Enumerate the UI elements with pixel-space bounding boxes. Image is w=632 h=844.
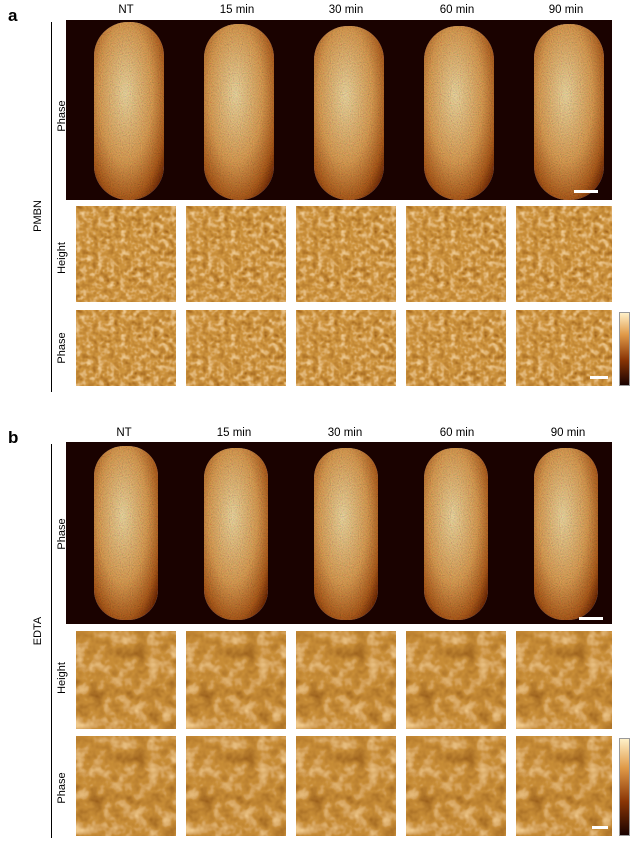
row-label-b-height: Height	[56, 662, 68, 694]
height-tile-b-4	[516, 631, 612, 729]
height-tile-a-0	[76, 206, 176, 302]
panel-letter-b: b	[8, 428, 19, 447]
group-label-pmbn: PMBN	[32, 200, 44, 232]
group-label-edta: EDTA	[32, 616, 44, 646]
colorbar-b	[619, 738, 630, 836]
group-divider-a	[51, 22, 52, 392]
scale-bar-a-top	[574, 190, 598, 193]
group-divider-b	[51, 444, 52, 838]
scale-bar-b-top	[579, 617, 603, 620]
height-tile-b-1	[186, 631, 286, 729]
col-header-b-2: 30 min	[327, 427, 363, 439]
colorbar-a	[619, 312, 630, 386]
col-header-a-2: 30 min	[328, 4, 364, 16]
col-header-a-1: 15 min	[219, 4, 255, 16]
col-header-a-3: 60 min	[439, 4, 475, 16]
col-header-b-1: 15 min	[216, 427, 252, 439]
phase-image-strip-a	[66, 20, 612, 200]
phase-tile-a-4	[516, 310, 612, 386]
col-header-b-3: 60 min	[439, 427, 475, 439]
scale-bar-a-bottom	[590, 376, 608, 379]
row-label-a-phase-zoom: Phase	[56, 332, 68, 364]
height-tile-b-0	[76, 631, 176, 729]
height-tile-a-4	[516, 206, 612, 302]
phase-tile-b-3	[406, 736, 506, 836]
phase-image-strip-b	[66, 442, 612, 624]
phase-tile-a-1	[186, 310, 286, 386]
phase-tile-b-0	[76, 736, 176, 836]
phase-tile-b-2	[296, 736, 396, 836]
height-tile-a-3	[406, 206, 506, 302]
height-tile-a-2	[296, 206, 396, 302]
height-tile-a-1	[186, 206, 286, 302]
row-label-a-height: Height	[56, 242, 68, 274]
scale-bar-b-bottom	[592, 826, 608, 829]
col-header-a-4: 90 min	[548, 4, 584, 16]
phase-tile-b-4	[516, 736, 612, 836]
height-tile-b-3	[406, 631, 506, 729]
col-header-b-4: 90 min	[550, 427, 586, 439]
col-header-b-0: NT	[116, 427, 132, 439]
phase-tile-a-2	[296, 310, 396, 386]
row-label-b-phase-zoom: Phase	[56, 772, 68, 804]
phase-tile-a-3	[406, 310, 506, 386]
phase-tile-b-1	[186, 736, 286, 836]
panel-letter-a: a	[8, 6, 18, 25]
col-header-a-0: NT	[118, 4, 134, 16]
height-tile-b-2	[296, 631, 396, 729]
phase-tile-a-0	[76, 310, 176, 386]
